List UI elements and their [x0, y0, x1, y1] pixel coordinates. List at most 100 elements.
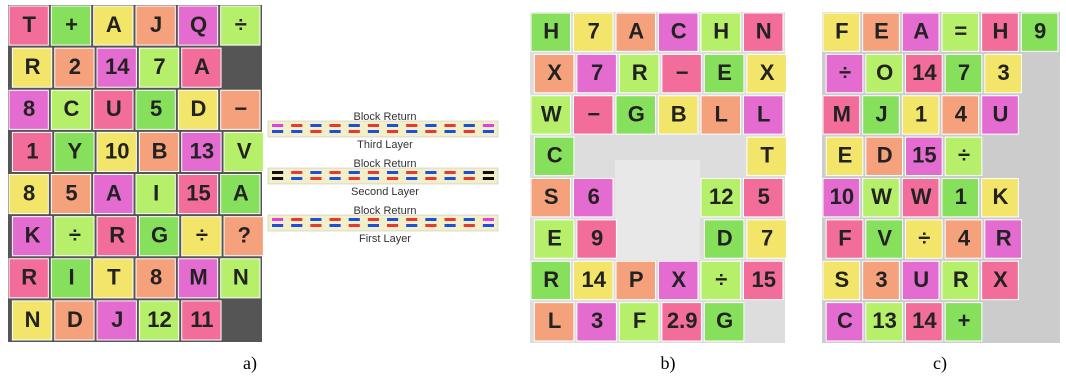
block-label: E	[874, 19, 889, 44]
block-label: 5	[65, 180, 77, 205]
block-label: 9	[1034, 19, 1046, 44]
block-label: J	[150, 12, 162, 37]
block-label: R	[21, 265, 37, 290]
block-label: E	[547, 225, 562, 250]
block-label: 6	[588, 184, 600, 209]
figure: T+AJQ÷R2147A8CU5D−1Y10B13V85AI15AK÷RG÷?R…	[0, 0, 1066, 380]
block-label: G	[628, 101, 645, 126]
dash	[464, 224, 475, 227]
layer-label: Second Layer	[351, 186, 419, 198]
block-label: 7	[153, 54, 165, 79]
dash	[406, 177, 417, 180]
dash	[425, 171, 436, 174]
block-label: D	[877, 143, 893, 168]
block-label: 10	[830, 184, 854, 209]
block-label: A	[194, 54, 210, 79]
dash	[445, 224, 456, 227]
caption: c)	[933, 353, 947, 374]
block-label: X	[547, 60, 562, 85]
dash	[349, 177, 360, 180]
dash	[464, 124, 475, 127]
block-label: M	[189, 265, 207, 290]
block-label: C	[671, 19, 687, 44]
block-label: O	[876, 60, 893, 85]
block-label: N	[233, 265, 249, 290]
dash	[425, 130, 436, 133]
block-label: 7	[958, 60, 970, 85]
block-label: 11	[190, 307, 213, 332]
block-label: S	[544, 184, 559, 209]
block-label: 2	[69, 54, 81, 79]
dash	[425, 218, 436, 221]
dash	[291, 224, 302, 227]
dash	[425, 124, 436, 127]
dash	[349, 224, 360, 227]
dash	[368, 224, 379, 227]
block-label: E	[838, 143, 853, 168]
block-label: T	[22, 12, 36, 37]
block-label: 1	[955, 184, 967, 209]
block-label: D	[717, 225, 733, 250]
block-label: T	[760, 143, 774, 168]
dash	[310, 124, 321, 127]
dash	[464, 130, 475, 133]
dash	[406, 130, 417, 133]
block-label: A	[106, 180, 122, 205]
block-label: 2.9	[667, 308, 698, 333]
block-label: 13	[872, 308, 896, 333]
dash	[368, 124, 379, 127]
dash	[406, 124, 417, 127]
block-label: −	[676, 60, 689, 85]
dash	[330, 177, 341, 180]
block-label: G	[716, 308, 733, 333]
dash	[349, 124, 360, 127]
block-label: 10	[105, 138, 129, 163]
dash	[464, 218, 475, 221]
block-label: W	[871, 184, 892, 209]
block-label: R	[632, 60, 648, 85]
dash	[291, 124, 302, 127]
block-label: C	[64, 96, 80, 121]
block-label: −	[234, 96, 247, 121]
block-label: 7	[588, 19, 600, 44]
dash	[387, 130, 398, 133]
dash	[330, 218, 341, 221]
block-label: 4	[955, 101, 968, 126]
block-label: T	[107, 265, 121, 290]
wall-opening	[615, 160, 700, 260]
block-label: R	[953, 267, 969, 292]
block-label: 15	[752, 267, 776, 292]
dash	[464, 177, 475, 180]
block-label: 8	[150, 265, 162, 290]
block-label: E	[717, 60, 732, 85]
block-label: 14	[912, 308, 937, 333]
block-label: 14	[105, 54, 130, 79]
dash	[272, 130, 283, 133]
block-label: 5	[150, 96, 162, 121]
block-label: A	[913, 19, 929, 44]
block-label: +	[65, 12, 78, 37]
dash	[272, 177, 283, 180]
block-label: R	[25, 54, 41, 79]
dash	[330, 224, 341, 227]
dash	[445, 171, 456, 174]
block-label: G	[151, 223, 168, 248]
dash	[368, 171, 379, 174]
block-label: U	[106, 96, 122, 121]
block-label: A	[628, 19, 644, 44]
dash	[349, 218, 360, 221]
dash	[406, 218, 417, 221]
dash	[310, 224, 321, 227]
dash	[272, 124, 283, 127]
block-label: F	[838, 225, 851, 250]
block-label: X	[993, 267, 1008, 292]
dash	[272, 171, 283, 174]
block-label: =	[954, 19, 967, 44]
block-label: 4	[958, 225, 971, 250]
block-label: F	[835, 19, 848, 44]
layer-bar	[268, 121, 498, 137]
block-label: K	[993, 184, 1009, 209]
dash	[483, 218, 494, 221]
block-label: R	[996, 225, 1012, 250]
block-label: C	[837, 308, 853, 333]
